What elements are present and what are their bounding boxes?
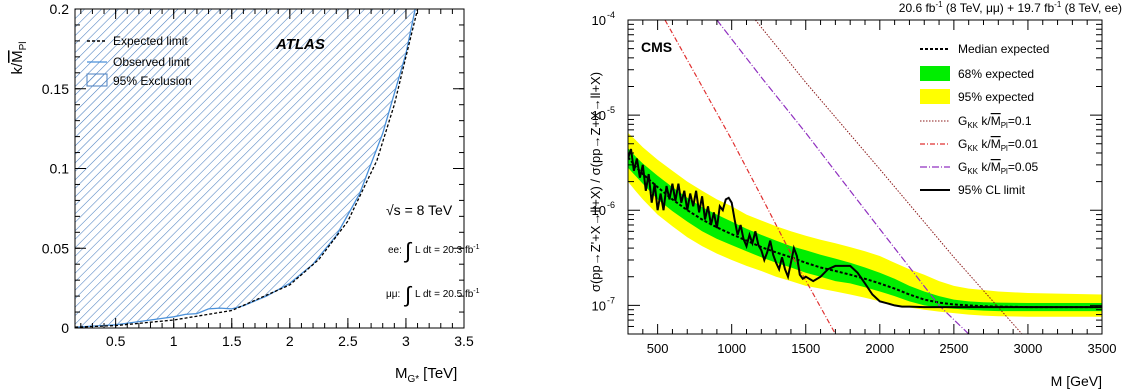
cms-legend: Median expected 68% expected 95% expecte… — [920, 42, 1049, 197]
atlas-x-tick-label: 2 — [286, 333, 294, 349]
legend-cl-label: 95% CL limit — [958, 183, 1026, 197]
lumi-mumu-text: L dt = 20.5 fb-1 — [415, 288, 480, 300]
legend-expected-label: Expected limit — [113, 34, 188, 48]
lumi-ee-integral: ∫ — [403, 238, 413, 263]
atlas-x-tick-label: 1.5 — [222, 333, 242, 349]
cms-y-tick-exponent: -4 — [607, 10, 615, 20]
legend-exclusion-swatch — [86, 73, 108, 87]
cms-x-tick-label: 2500 — [939, 341, 968, 356]
legend-g001-label: GKK k/MPl=0.01 — [958, 137, 1039, 153]
legend-observed-label: Observed limit — [113, 55, 190, 69]
atlas-y-tick-label: 0.15 — [42, 81, 69, 97]
cms-y-tick-label: 10 — [592, 298, 606, 313]
atlas-y-tick-label: 0.1 — [50, 161, 70, 177]
lumi-ee-prefix: ee: — [388, 245, 402, 256]
legend-95-label: 95% expected — [958, 90, 1034, 104]
legend-exclusion-label: 95% Exclusion — [113, 74, 192, 88]
expected-limit-line — [75, 9, 419, 328]
cms-x-tick-label: 1500 — [791, 341, 820, 356]
cms-y-tick-label: 10 — [592, 108, 606, 123]
atlas-experiment-label: ATLAS — [275, 36, 325, 53]
atlas-x-tick-label: 3.5 — [454, 333, 474, 349]
atlas-y-axis-label: k/MPl — [9, 41, 29, 74]
legend-68-label: 68% expected — [958, 67, 1034, 81]
atlas-y-tick-label: 0 — [61, 320, 69, 336]
legend-g01-label: GKK k/MPl=0.1 — [958, 114, 1032, 130]
cl-limit-line — [628, 148, 1102, 309]
legend-median-label: Median expected — [958, 42, 1049, 56]
cms-experiment-label: CMS — [641, 39, 672, 55]
cms-x-tick-label: 3000 — [1013, 341, 1042, 356]
observed-limit-line — [75, 9, 416, 328]
atlas-x-tick-label: 1 — [170, 333, 178, 349]
cms-y-axis-label: σ(pp→Z'+X→ll+X) / σ(pp→Z+X→ll+X) — [588, 72, 603, 292]
exclusion-region — [75, 9, 416, 328]
atlas-y-tick-label: 0.05 — [42, 240, 69, 256]
legend-g005-label: GKK k/MPl=0.05 — [958, 160, 1039, 176]
legend-95-swatch — [920, 89, 950, 104]
atlas-legend: Expected limit Observed limit 95% Exclus… — [86, 34, 192, 88]
cms-x-tick-label: 3500 — [1088, 341, 1117, 356]
cms-x-axis-label: M [GeV] — [1051, 373, 1102, 389]
lumi-mumu-integral: ∫ — [403, 282, 413, 307]
atlas-chart: 0.5 1 1.5 2 2.5 3 3.5 0 0.05 0.1 0.15 0.2 k/MPl MG*… — [9, 1, 480, 385]
atlas-y-tick-label: 0.2 — [50, 1, 70, 17]
atlas-x-tick-label: 3 — [402, 333, 410, 349]
cms-x-tick-label: 500 — [647, 341, 669, 356]
atlas-x-tick-label: 0.5 — [106, 333, 126, 349]
legend-68-swatch — [920, 66, 950, 81]
cms-y-tick-exponent: -7 — [607, 295, 615, 305]
atlas-energy-label: √s = 8 TeV — [386, 202, 453, 218]
atlas-x-axis-label: MG* [TeV] — [395, 365, 457, 385]
cms-y-tick-exponent: -5 — [607, 105, 615, 115]
cms-y-tick-label: 10 — [592, 13, 606, 28]
lumi-ee-text: L dt = 20.3 fb-1 — [415, 244, 480, 256]
cms-x-tick-label: 2000 — [865, 341, 894, 356]
atlas-lumi-mumu: μμ: ∫ L dt = 20.5 fb-1 — [386, 282, 480, 307]
atlas-x-tick-label: 2.5 — [338, 333, 358, 349]
cms-title: 20.6 fb-1 (8 TeV, μμ) + 19.7 fb-1 (8 TeV… — [899, 0, 1122, 15]
gkk-0.05-line — [716, 20, 970, 334]
cms-y-tick-exponent: -6 — [607, 200, 615, 210]
cms-x-tick-label: 1000 — [717, 341, 746, 356]
lumi-mumu-prefix: μμ: — [386, 289, 400, 300]
atlas-lumi-ee: ee: ∫ L dt = 20.3 fb-1 — [388, 238, 480, 263]
cms-y-tick-label: 10 — [592, 203, 606, 218]
